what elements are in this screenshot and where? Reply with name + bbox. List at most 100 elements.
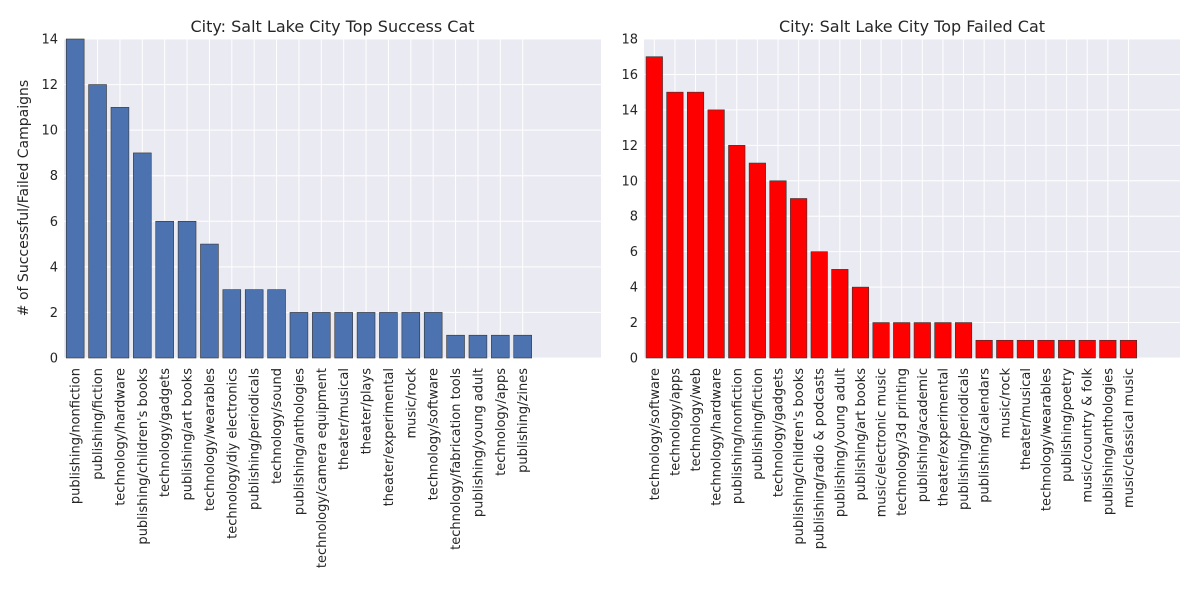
success-y-tick-label: 4 [50,260,58,275]
failed-x-tick-label: technology/apps [668,368,683,476]
success-x-tick-label: publishing/young adult [471,368,486,517]
success-x-tick-label: music/rock [404,368,419,439]
success-bar [334,312,353,359]
failed-x-tick-label: music/rock [998,368,1013,439]
success-x-tick-label: publishing/art books [181,368,196,501]
failed-bar [790,198,808,359]
failed-bar [913,322,931,359]
success-y-tick-label: 2 [50,306,58,321]
success-bar [423,312,443,359]
failed-bar [1119,339,1138,359]
success-bar [289,312,309,359]
failed-bar [975,339,993,359]
success-x-tick-label: publishing/fiction [91,368,106,480]
failed-x-tick-label: publishing/fiction [751,368,766,480]
failed-x-tick-label: technology/gadgets [772,368,787,497]
failed-y-tick-label: 14 [621,103,638,118]
success-y-tick-label: 14 [41,33,58,48]
success-x-tick-label: theater/experimental [382,368,397,506]
failed-bar [728,145,746,359]
failed-bar [934,322,952,359]
failed-x-tick-label: publishing/anthologies [1101,368,1116,515]
failed-bar [1016,339,1034,359]
failed-x-tick-label: technology/3d printing [895,368,910,516]
success-y-tick-label: 8 [50,169,58,184]
success-bar [356,312,376,359]
failed-bar [851,286,870,359]
success-x-tick-label: publishing/periodicals [248,368,263,510]
success-bar [446,334,465,359]
success-y-tick-label: 12 [41,78,58,93]
success-bar [110,107,130,359]
success-bar [133,152,152,359]
failed-y-tick-label: 4 [630,281,638,296]
success-bar [222,289,242,359]
success-x-tick-label: technology/apps [494,368,509,476]
success-x-tick-label: theater/plays [360,368,375,455]
success-y-tick-label: 0 [50,352,58,367]
failed-bar [831,269,849,359]
success-y-tick-label: 6 [50,215,58,230]
success-bar [200,243,219,359]
failed-x-tick-label: technology/software [648,368,663,500]
success-x-tick-label: technology/fabrication tools [449,368,464,550]
success-x-tick-label: publishing/zines [516,368,531,473]
success-bar [88,84,107,359]
failed-chart: 0 2 4 6 8 10 12 14 16 18 technology/software techno… [621,17,1180,549]
success-x-tick-label: publishing/nonfiction [69,368,84,504]
failed-x-tick-label: technology/wearables [1040,368,1055,511]
success-x-tick-label: technology/wearables [203,368,218,511]
success-bar [244,289,264,359]
success-bar [513,334,532,359]
failed-x-tick-label: publishing/poetry [1060,368,1075,482]
failed-bar [748,162,766,359]
failed-x-tick-label: publishing/calendars [978,368,993,503]
failed-x-tick-label: music/country & folk [1081,368,1096,503]
failed-y-tick-label: 10 [621,174,638,189]
failed-y-tick-label: 18 [621,33,638,48]
success-bar [267,289,286,359]
success-bar [312,312,331,359]
success-x-tick-label: technology/camera equipment [315,368,330,568]
success-chart: 0 2 4 6 8 10 12 14 publishing/nonfiction publishi… [41,17,601,568]
success-x-tick-label: technology/software [427,368,442,500]
failed-bar [1037,339,1055,359]
failed-y-tick-label: 16 [621,68,638,83]
success-bar [401,312,421,359]
success-bar [155,220,174,359]
success-x-tick-label: technology/hardware [113,368,128,506]
failed-x-tick-label: technology/web [689,368,704,471]
failed-bar [1058,339,1076,359]
failed-x-tick-label: publishing/nonfiction [730,368,745,504]
success-y-tick-label: 10 [41,124,58,139]
failed-x-tick-label: theater/musical [1019,368,1034,470]
failed-bar [996,339,1014,359]
failed-bar [1099,339,1117,359]
success-x-tick-label: theater/musical [337,368,352,470]
failed-chart-title: City: Salt Lake City Top Failed Cat [779,17,1045,36]
success-bar [65,38,85,359]
failed-x-tick-label: publishing/art books [854,368,869,501]
success-bar [177,220,197,359]
failed-bar [1078,339,1096,359]
failed-bar [810,251,828,359]
failed-y-tick-label: 0 [630,352,638,367]
success-chart-title: City: Salt Lake City Top Success Cat [190,17,474,36]
failed-x-tick-label: theater/experimental [936,368,951,506]
failed-bar [686,91,705,359]
y-axis-label: # of Successful/Failed Campaigns [16,80,32,316]
failed-y-tick-label: 6 [630,245,638,260]
failed-bar [707,109,725,359]
failed-x-tick-label: publishing/periodicals [957,368,972,510]
failed-bar [666,91,684,359]
failed-y-tick-label: 2 [630,316,638,331]
success-bar [491,334,510,359]
failed-x-tick-label: music/electronic music [875,368,890,517]
success-x-tick-label: publishing/children's books [136,368,151,545]
failed-x-tick-label: technology/hardware [710,368,725,506]
failed-bar [893,322,911,359]
failed-bar [645,56,663,359]
success-x-tick-label: technology/diy electronics [225,368,240,539]
success-x-tick-label: publishing/anthologies [292,368,307,515]
failed-x-tick-label: publishing/children's books [792,368,807,545]
